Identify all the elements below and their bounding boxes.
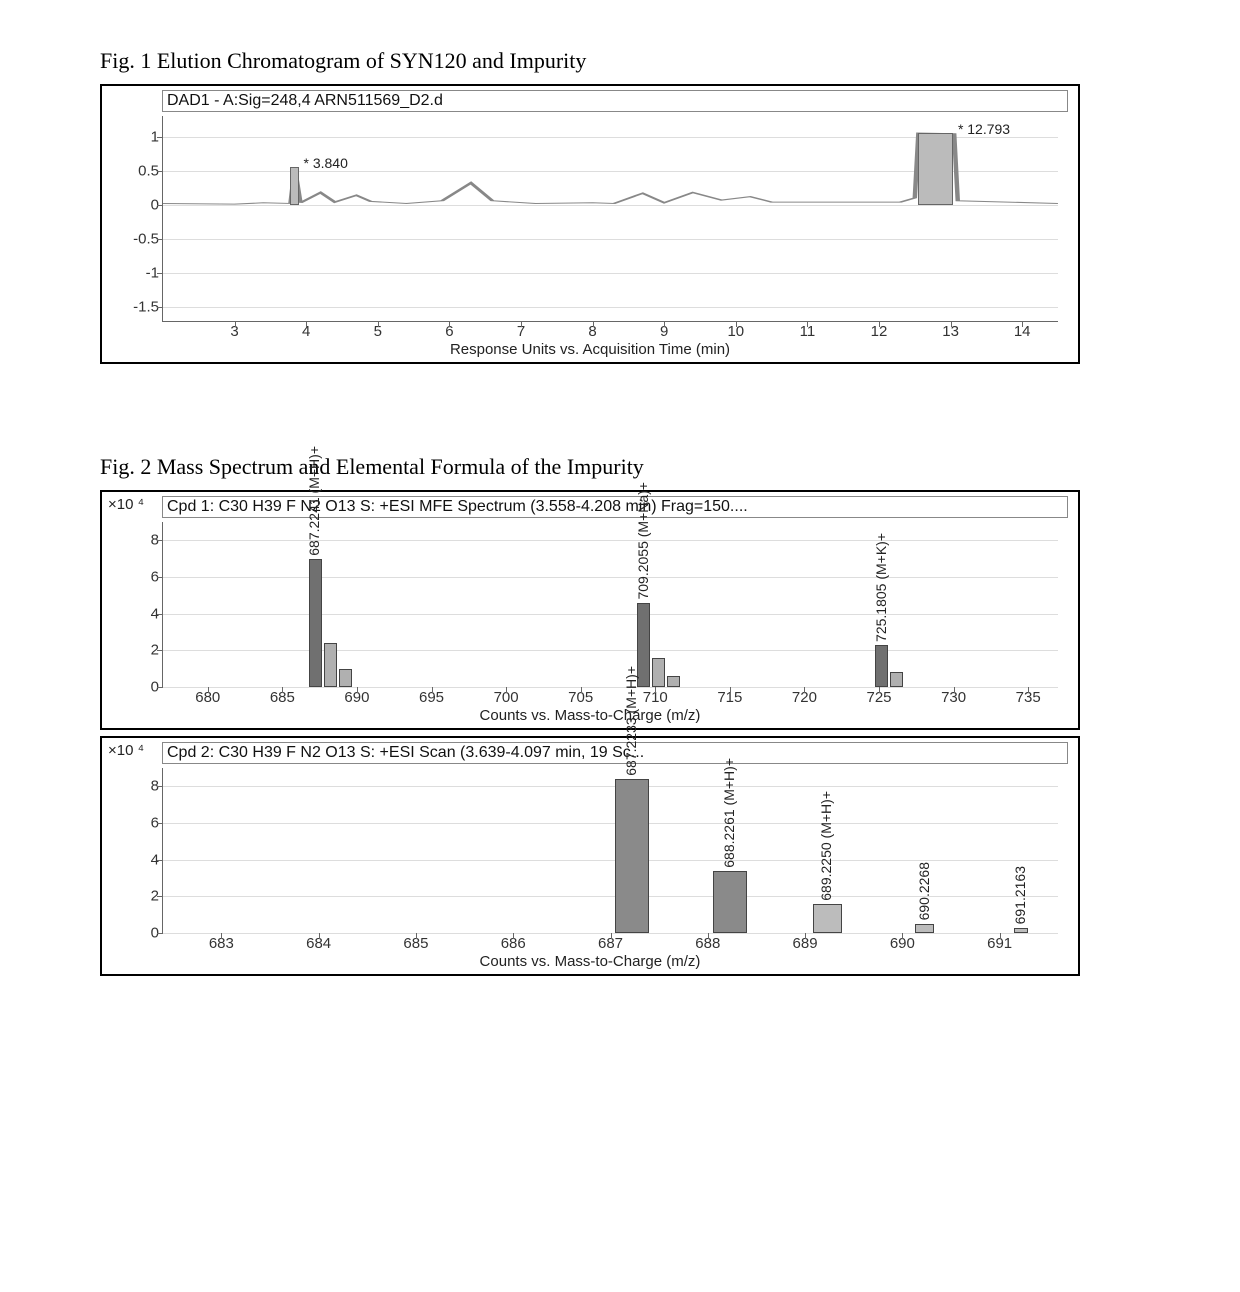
spectrum-bar [324, 643, 337, 687]
fig2b-inner-title: Cpd 2: C30 H39 F N2 O13 S: +ESI Scan (3.… [162, 742, 1068, 764]
spectrum-peak-label: 725.1805 (M+K)+ [873, 533, 889, 642]
fig2b-xaxis-label: Counts vs. Mass-to-Charge (m/z) [102, 953, 1078, 970]
fig2a-xaxis-label: Counts vs. Mass-to-Charge (m/z) [102, 707, 1078, 724]
spectrum-bar [813, 904, 842, 933]
spectrum-bar [915, 924, 934, 933]
fig2-wrap: ×10 ⁴ Cpd 1: C30 H39 F N2 O13 S: +ESI MF… [100, 490, 1240, 976]
chromatogram-peak [918, 133, 954, 205]
fig1-panel: DAD1 - A:Sig=248,4 ARN511569_D2.d -1.5-1… [100, 84, 1080, 364]
fig2a-plot-area: 0246868068569069570070571071572072573073… [162, 522, 1058, 688]
spectrum-peak-label: 688.2261 (M+H)+ [721, 758, 737, 868]
spectrum-bar [309, 559, 322, 687]
fig2a-inner-title: Cpd 1: C30 H39 F N2 O13 S: +ESI MFE Spec… [162, 496, 1068, 518]
spectrum-peak-label: 689.2250 (M+H)+ [818, 791, 834, 901]
fig1-caption: Fig. 1 Elution Chromatogram of SYN120 an… [100, 48, 1240, 74]
spectrum-bar [713, 871, 747, 933]
fig1-inner-title: DAD1 - A:Sig=248,4 ARN511569_D2.d [162, 90, 1068, 112]
fig1-plot-area: -1.5-1-0.500.5134567891011121314* 3.840*… [162, 116, 1058, 322]
spectrum-peak-label: 709.2055 (M+Na)+ [635, 482, 651, 600]
spectrum-peak-label: 687.2233 (M+H)+ [623, 666, 639, 776]
spectrum-bar [615, 779, 649, 933]
fig2b-panel: ×10 ⁴ Cpd 2: C30 H39 F N2 O13 S: +ESI Sc… [100, 736, 1080, 976]
spectrum-bar [339, 669, 352, 687]
spectrum-peak-label: 691.2163 [1012, 866, 1028, 924]
spectrum-bar [667, 676, 680, 687]
peak-label: * 3.840 [304, 155, 348, 171]
spectrum-peak-label: 687.2241 (M+H)+ [306, 446, 322, 556]
spectrum-bar [652, 658, 665, 687]
fig2b-plot-area: 02468683684685686687688689690691687.2233… [162, 768, 1058, 934]
peak-label: * 12.793 [958, 121, 1010, 137]
spectrum-bar [1014, 928, 1029, 934]
spectrum-bar [890, 672, 903, 687]
spectrum-peak-label: 690.2268 [916, 862, 932, 920]
fig1-xaxis-label: Response Units vs. Acquisition Time (min… [102, 341, 1078, 358]
chromatogram-peak [290, 167, 299, 205]
fig2b-yexp: ×10 ⁴ [108, 742, 144, 759]
fig1-wrap: DAD1 - A:Sig=248,4 ARN511569_D2.d -1.5-1… [100, 84, 1240, 364]
fig2-caption: Fig. 2 Mass Spectrum and Elemental Formu… [100, 454, 1240, 480]
fig2a-panel: ×10 ⁴ Cpd 1: C30 H39 F N2 O13 S: +ESI MF… [100, 490, 1080, 730]
fig2a-yexp: ×10 ⁴ [108, 496, 144, 513]
spectrum-bar [875, 645, 888, 687]
